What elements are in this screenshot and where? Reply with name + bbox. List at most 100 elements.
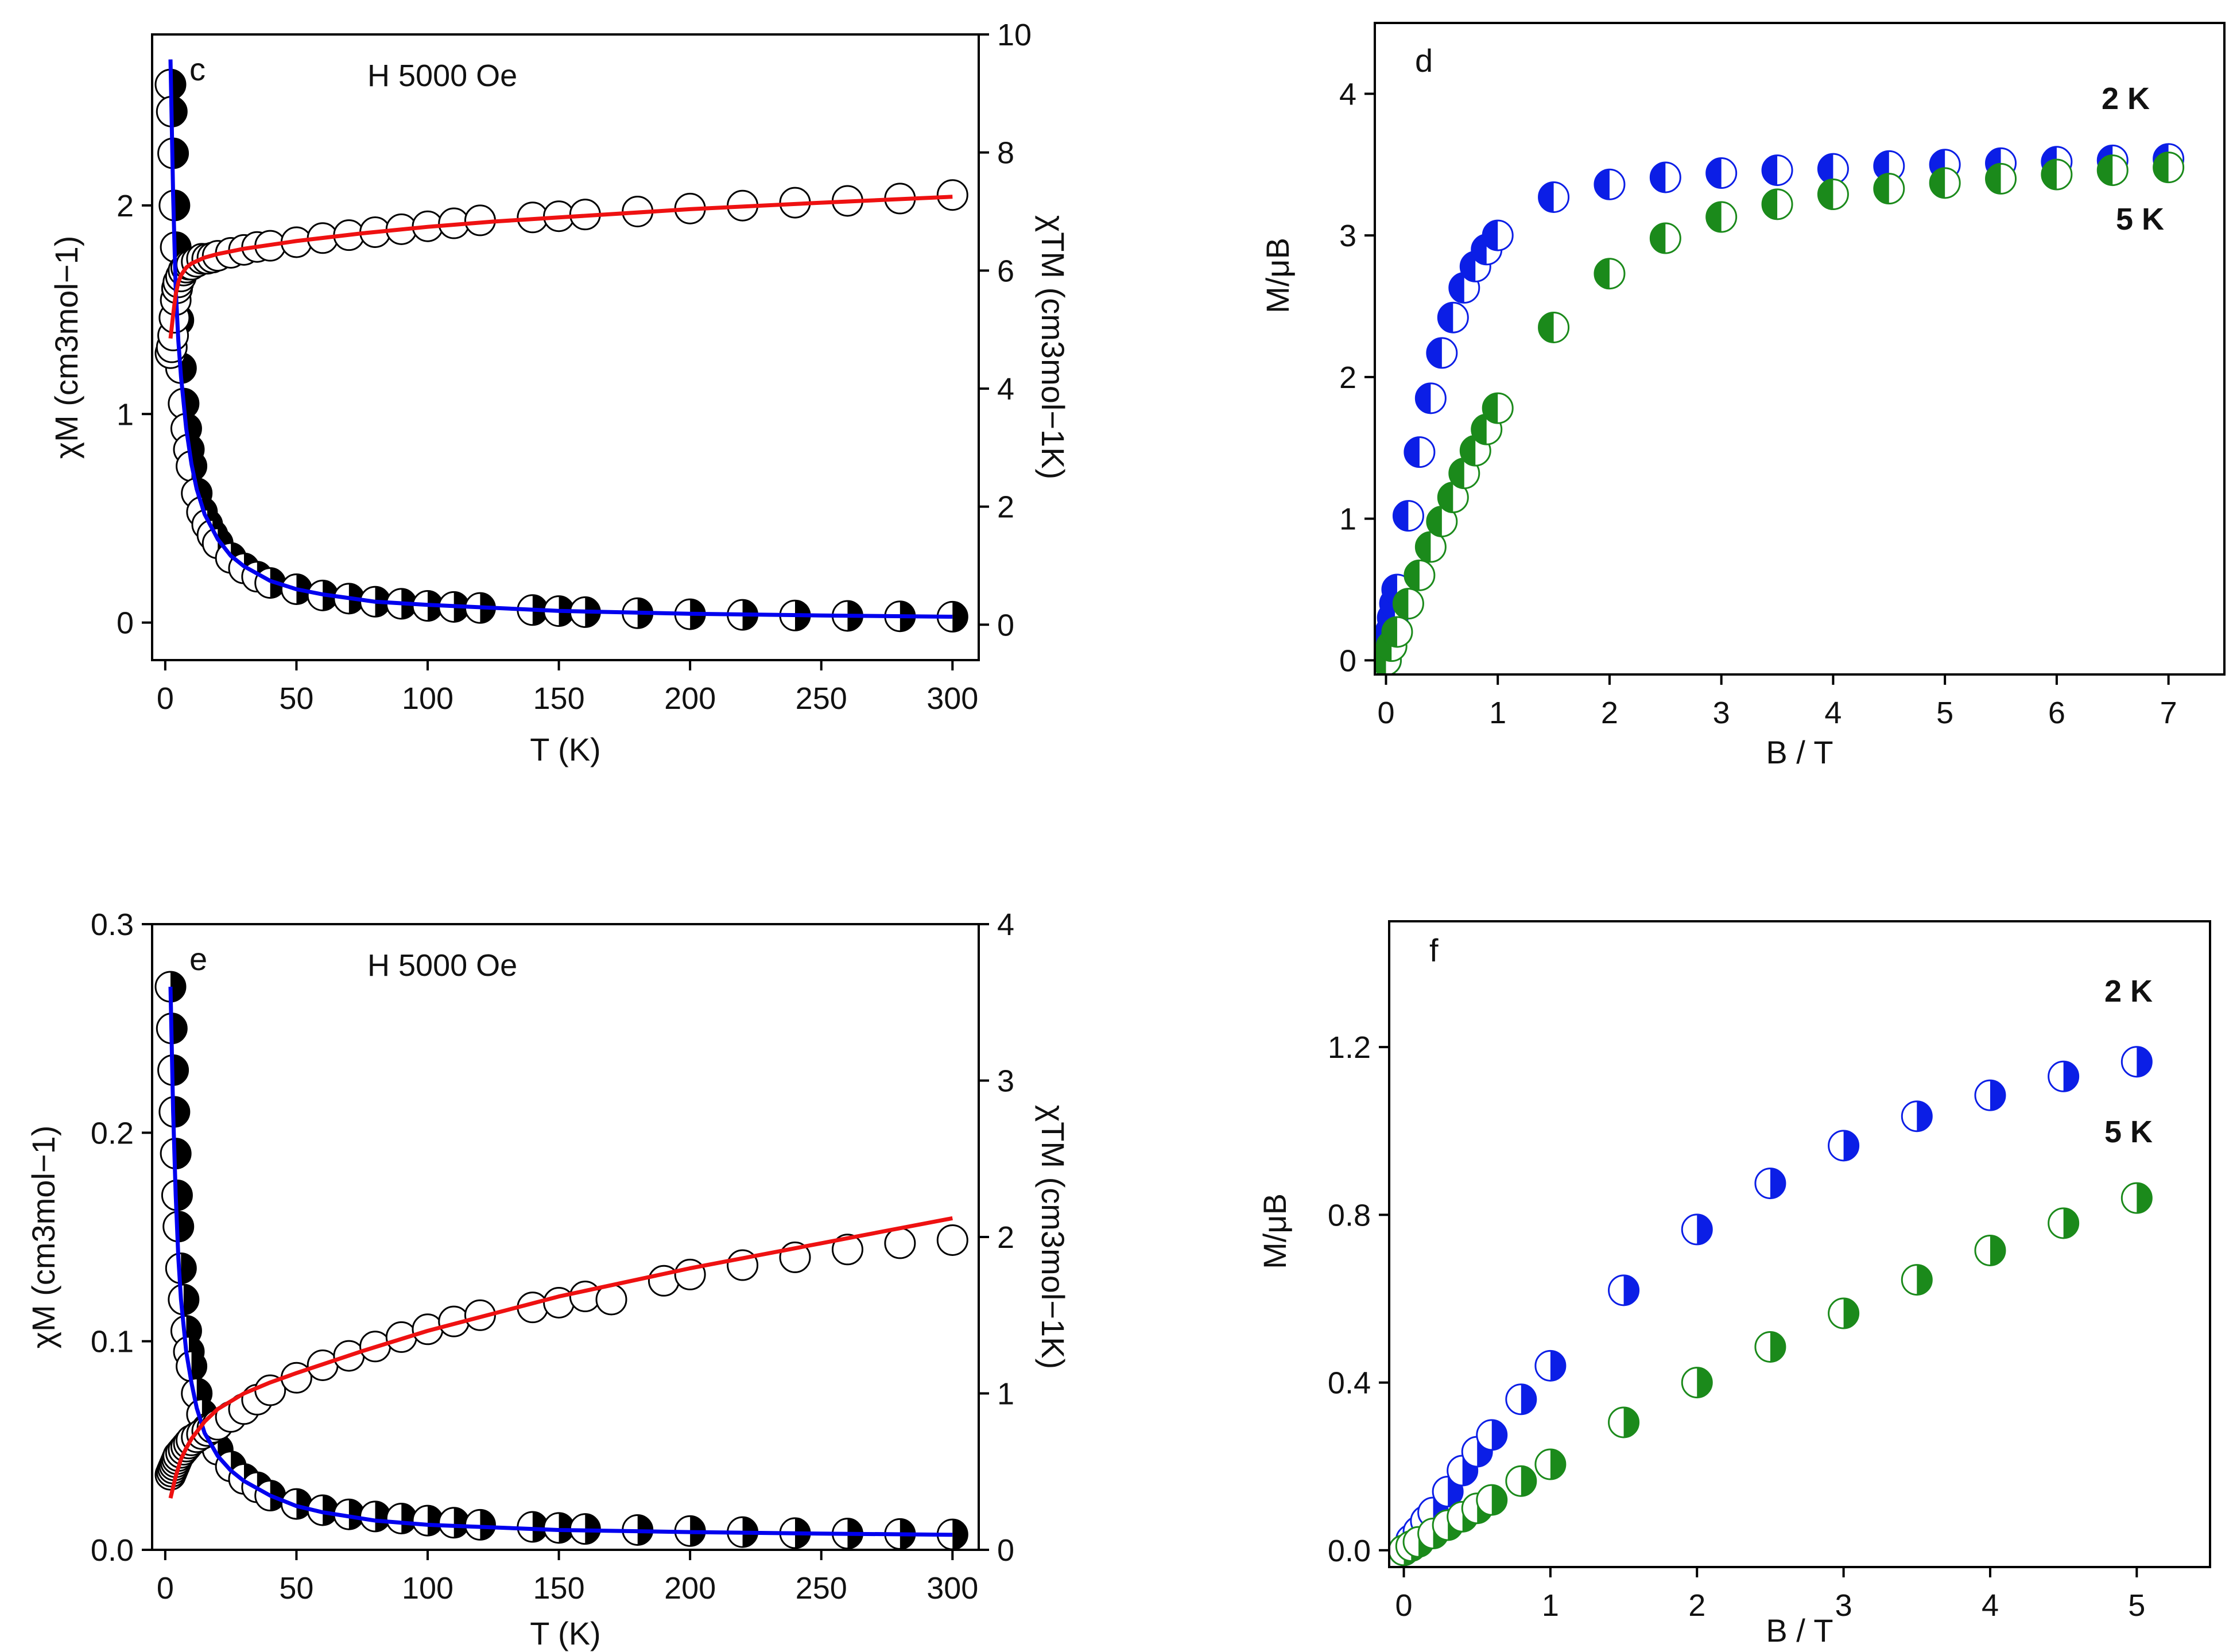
panel-d-series-0-point xyxy=(1705,157,1738,189)
panel-c-fit-line-3 xyxy=(168,195,953,339)
panel-c-series-1-point xyxy=(936,179,968,211)
panel-c-series-0-point xyxy=(157,137,189,169)
panel-c-label: c xyxy=(189,51,206,87)
panel-f-series-1-point xyxy=(1505,1465,1537,1497)
panel-e-series-1-point xyxy=(936,1224,968,1256)
panel-c-fit-line-2 xyxy=(168,59,953,619)
panel-d-x-tick-label: 0 xyxy=(1377,696,1394,730)
panel-f-series-1-point xyxy=(1901,1264,1933,1296)
panel-e-y2-tick-label: 1 xyxy=(997,1377,1014,1411)
panel-d-y-tick-label: 2 xyxy=(1339,360,1356,395)
panel-f-legend-2k: 2 K xyxy=(2104,974,2153,1009)
panel-d-label: d xyxy=(1415,42,1433,79)
panel-f-series-0-point xyxy=(1974,1079,2006,1111)
panel-f-series-1-point xyxy=(1608,1406,1640,1438)
panel-f-series-0-point xyxy=(1534,1349,1567,1382)
panel-c-x-tick-label: 0 xyxy=(157,681,174,716)
panel-e-series-0-point xyxy=(779,1517,811,1549)
panel-c-x-tick-label: 150 xyxy=(533,681,585,716)
panel-c-y-tick-label: 0 xyxy=(117,606,134,641)
panel-d-series-0-point xyxy=(1437,301,1469,333)
panel-d-series-1-point xyxy=(1594,258,1626,290)
panel-f-y-tick-label: 0.0 xyxy=(1328,1534,1371,1568)
panel-c-x-tick-label: 50 xyxy=(279,681,313,716)
panel-f-series-0-point xyxy=(1828,1130,1860,1162)
panel-d-series-1-point xyxy=(1929,167,1961,199)
panel-d-series-1-point xyxy=(1985,162,2017,195)
panel-f-series-1-point xyxy=(1974,1234,2006,1266)
panel-e-y2-tick-label: 0 xyxy=(997,1533,1014,1568)
panel-e-y2-tick-label: 2 xyxy=(997,1220,1014,1255)
panel-e-y2-tick-label: 4 xyxy=(997,908,1014,942)
panel-c-y-axis-label: χM (cm3mol−1) xyxy=(48,236,84,459)
panel-f-x-tick-label: 4 xyxy=(1982,1588,1999,1623)
panel-d-x-tick-label: 5 xyxy=(1936,696,1953,730)
panel-f-label: f xyxy=(1429,932,1439,968)
panel-d-series-1-point xyxy=(1381,616,1413,648)
panel-d-legend-5k: 5 K xyxy=(2116,202,2164,236)
panel-d-x-axis-label: B / T xyxy=(1766,734,1833,770)
panel-f-series-0-point xyxy=(2048,1060,2080,1092)
panel-d-frame xyxy=(1374,22,2226,676)
panel-d-series-1-point xyxy=(2041,158,2073,191)
panel-f-series-0-point xyxy=(1754,1168,1786,1200)
panel-e-series-1-point xyxy=(674,1258,706,1290)
panel-d-series-0-point xyxy=(1817,153,1849,185)
panel-f-series-1-point xyxy=(1754,1331,1786,1363)
panel-d-series-0-point xyxy=(1761,154,1793,187)
panel-c-y2-tick-label: 4 xyxy=(997,372,1014,406)
panel-e-x-tick-label: 50 xyxy=(279,1571,313,1606)
panel-e-x-tick-label: 300 xyxy=(926,1571,978,1606)
panel-c-y2-tick-label: 8 xyxy=(997,136,1014,170)
panel-d-x-tick-label: 7 xyxy=(2160,696,2177,730)
panel-d-series-1-point xyxy=(1538,311,1570,343)
panel-c-y2-tick-label: 0 xyxy=(997,608,1014,642)
panel-c-frame xyxy=(151,33,980,661)
panel-d-series-1-point xyxy=(1649,222,1681,254)
panel-e-series-0-point xyxy=(385,1503,417,1534)
panel-f-series-0-point xyxy=(1901,1100,1933,1133)
panel-d-series-1-point xyxy=(1392,588,1424,620)
panel-f-x-tick-label: 2 xyxy=(1688,1588,1705,1623)
panel-f-y-tick-label: 0.4 xyxy=(1328,1366,1371,1401)
panel-c-x-tick-label: 200 xyxy=(664,681,716,716)
panel-f-series-0-point xyxy=(2120,1046,2153,1078)
panel-d-series-0-point xyxy=(1649,161,1681,193)
panel-c-y2-tick-label: 6 xyxy=(997,254,1014,288)
panel-d-series-1-point xyxy=(1705,201,1738,233)
panel-e-y-tick-label: 0.1 xyxy=(91,1325,134,1359)
panel-f-series-1-point xyxy=(2120,1182,2153,1214)
panel-e-x-tick-label: 100 xyxy=(402,1571,453,1606)
panel-d-series-0-point xyxy=(1414,382,1447,414)
panel-f-series-1-point xyxy=(1828,1297,1860,1329)
panel-e-annotation: H 5000 Oe xyxy=(367,948,517,983)
panel-c-y2-tick-label: 2 xyxy=(997,490,1014,525)
panel-f-series-0-point xyxy=(1505,1383,1537,1416)
panel-e-fit-line-3 xyxy=(168,1216,953,1499)
panel-d-y-tick-label: 1 xyxy=(1339,502,1356,537)
panel-d-legend-2k: 2 K xyxy=(2102,82,2150,116)
panel-f-series-1-point xyxy=(1681,1367,1713,1399)
panel-d-series-1-point xyxy=(2096,154,2129,187)
panel-f-series-1-point xyxy=(1476,1484,1508,1516)
panel-d-x-tick-label: 6 xyxy=(2048,696,2065,730)
panel-f-x-tick-label: 0 xyxy=(1395,1588,1413,1623)
panel-e-series-0-point xyxy=(359,1500,391,1533)
panel-f-series-1-point xyxy=(1534,1448,1567,1480)
panel-e-series-0-point xyxy=(412,1504,444,1537)
panel-d-y-tick-label: 0 xyxy=(1339,643,1356,678)
panel-e-y2-tick-label: 3 xyxy=(997,1064,1014,1099)
panel-d-series-0-point xyxy=(1538,181,1570,213)
panel-c-y2-tick-label: 10 xyxy=(997,18,1032,52)
panel-f-x-tick-label: 1 xyxy=(1542,1588,1559,1623)
panel-e-series-1-point xyxy=(884,1227,916,1259)
panel-e-series-0-point xyxy=(517,1511,549,1543)
panel-d-x-tick-label: 4 xyxy=(1824,696,1842,730)
panel-e-series-1-point xyxy=(831,1234,863,1266)
panel-d-series-1-point xyxy=(1817,179,1849,211)
panel-d-series-1-point xyxy=(1404,559,1436,591)
panel-c-y2-axis-label: χTM (cm3mol−1K) xyxy=(1035,215,1071,479)
panel-d-series-0-point xyxy=(1594,168,1626,200)
panel-d-series-1-point xyxy=(2153,152,2185,184)
panel-d-series-1-point xyxy=(1761,188,1793,220)
